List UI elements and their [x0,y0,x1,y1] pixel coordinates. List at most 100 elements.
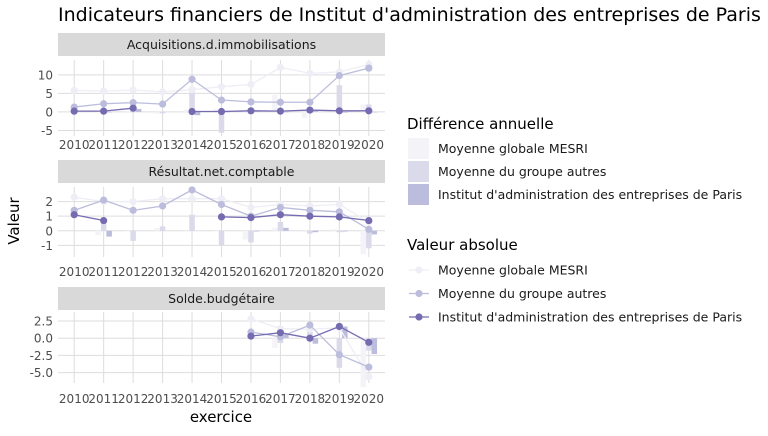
diff-bar [336,230,343,233]
data-point [306,106,314,114]
legend-lines-group: Moyenne globale MESRI Moyenne du groupe a… [409,263,742,325]
x-tick-label: 2012 [118,265,149,279]
data-point [276,107,285,115]
data-point [100,196,108,204]
data-point [306,98,314,106]
diff-bar [272,94,278,112]
data-point [188,195,196,203]
facet-panels: Acquisitions.d.immobilisations-505102010… [30,33,385,406]
data-point [70,107,78,115]
series-line [74,214,104,222]
diff-bar [154,227,160,231]
diff-bar [189,214,195,231]
x-tick-label: 2016 [236,138,267,152]
diff-bar [183,109,190,112]
x-tick-label: 2015 [206,265,237,279]
y-tick-label: 2 [45,195,53,209]
data-point [217,200,226,209]
diff-bar [248,230,254,243]
diff-bar [194,111,201,116]
data-point [247,214,255,222]
data-point [70,86,78,94]
x-tick-label: 2014 [177,392,208,406]
data-point [217,96,226,104]
diff-bar [307,230,313,234]
data-point [365,225,373,233]
diff-bar [331,336,337,339]
x-tick-label: 2011 [88,138,119,152]
y-tick-label: 0.0 [34,332,53,346]
x-tick-label: 2018 [295,265,326,279]
data-point [158,88,167,96]
diff-bar [100,220,107,231]
diff-bar [124,110,131,112]
data-point [247,203,255,212]
x-tick-label: 2014 [177,138,208,152]
data-point [365,216,373,225]
x-tick-label: 2010 [59,138,90,152]
data-point [188,186,196,194]
diff-bar [213,108,219,112]
data-point [158,195,167,203]
facet-strip [58,287,385,310]
diff-bar [312,338,319,344]
x-tick-label: 2020 [354,265,385,279]
diff-bar [283,111,289,113]
data-point [217,83,226,91]
data-point [129,104,137,112]
x-tick-label: 2014 [177,265,208,279]
data-point [247,80,255,89]
diff-bar [371,338,378,355]
y-tick-label: -5 [41,124,53,138]
chart-title: Indicateurs financiers de Institut d'adm… [58,4,761,26]
data-point [306,334,314,342]
diff-bar [124,230,131,232]
diff-bar [360,230,367,255]
legend-bar-label: Institut d'administration des entreprise… [438,187,742,202]
y-tick-label: 0 [45,224,53,238]
legend-bar-key [408,138,429,159]
data-point [335,322,343,331]
diff-bar [224,111,230,113]
diff-bar [106,111,112,113]
facet-panel-3: Solde.budgétaire-5.0-2.50.02.52010201120… [30,287,385,406]
data-point [158,100,167,108]
diff-bar [277,222,284,231]
diff-bar [283,334,289,339]
legend-bar-label: Moyenne globale MESRI [438,141,588,156]
data-point [276,63,285,72]
y-tick-label: -2.5 [30,349,53,363]
legend-point-key [415,289,423,298]
y-tick-label: -5.0 [30,366,53,380]
diff-bar [371,230,378,235]
diff-bar [95,111,101,113]
data-point [188,107,196,116]
diff-bar [342,111,348,113]
diff-bar [183,230,190,232]
x-tick-label: 2011 [88,392,119,406]
x-tick-label: 2017 [265,265,296,279]
x-tick-label: 2010 [59,265,90,279]
x-tick-label: 2020 [354,138,385,152]
diff-bar [331,229,337,231]
y-tick-label: -1 [41,239,53,253]
legend-lines-title: Valeur absolue [407,236,518,254]
diff-bar [371,111,378,113]
x-tick-label: 2013 [147,265,178,279]
y-tick-label: 10 [38,68,53,82]
data-point [276,211,285,219]
diff-bar [360,338,367,388]
data-point [100,216,108,225]
x-tick-label: 2015 [206,392,237,406]
diff-bar [366,230,372,249]
x-tick-label: 2011 [88,265,119,279]
x-tick-label: 2020 [354,392,385,406]
data-point [217,107,226,116]
data-point [335,200,343,209]
diff-bar [336,85,343,112]
x-tick-label: 2017 [265,392,296,406]
y-tick-label: 2.5 [34,314,53,328]
diff-bar [130,230,136,241]
x-tick-label: 2012 [118,138,149,152]
